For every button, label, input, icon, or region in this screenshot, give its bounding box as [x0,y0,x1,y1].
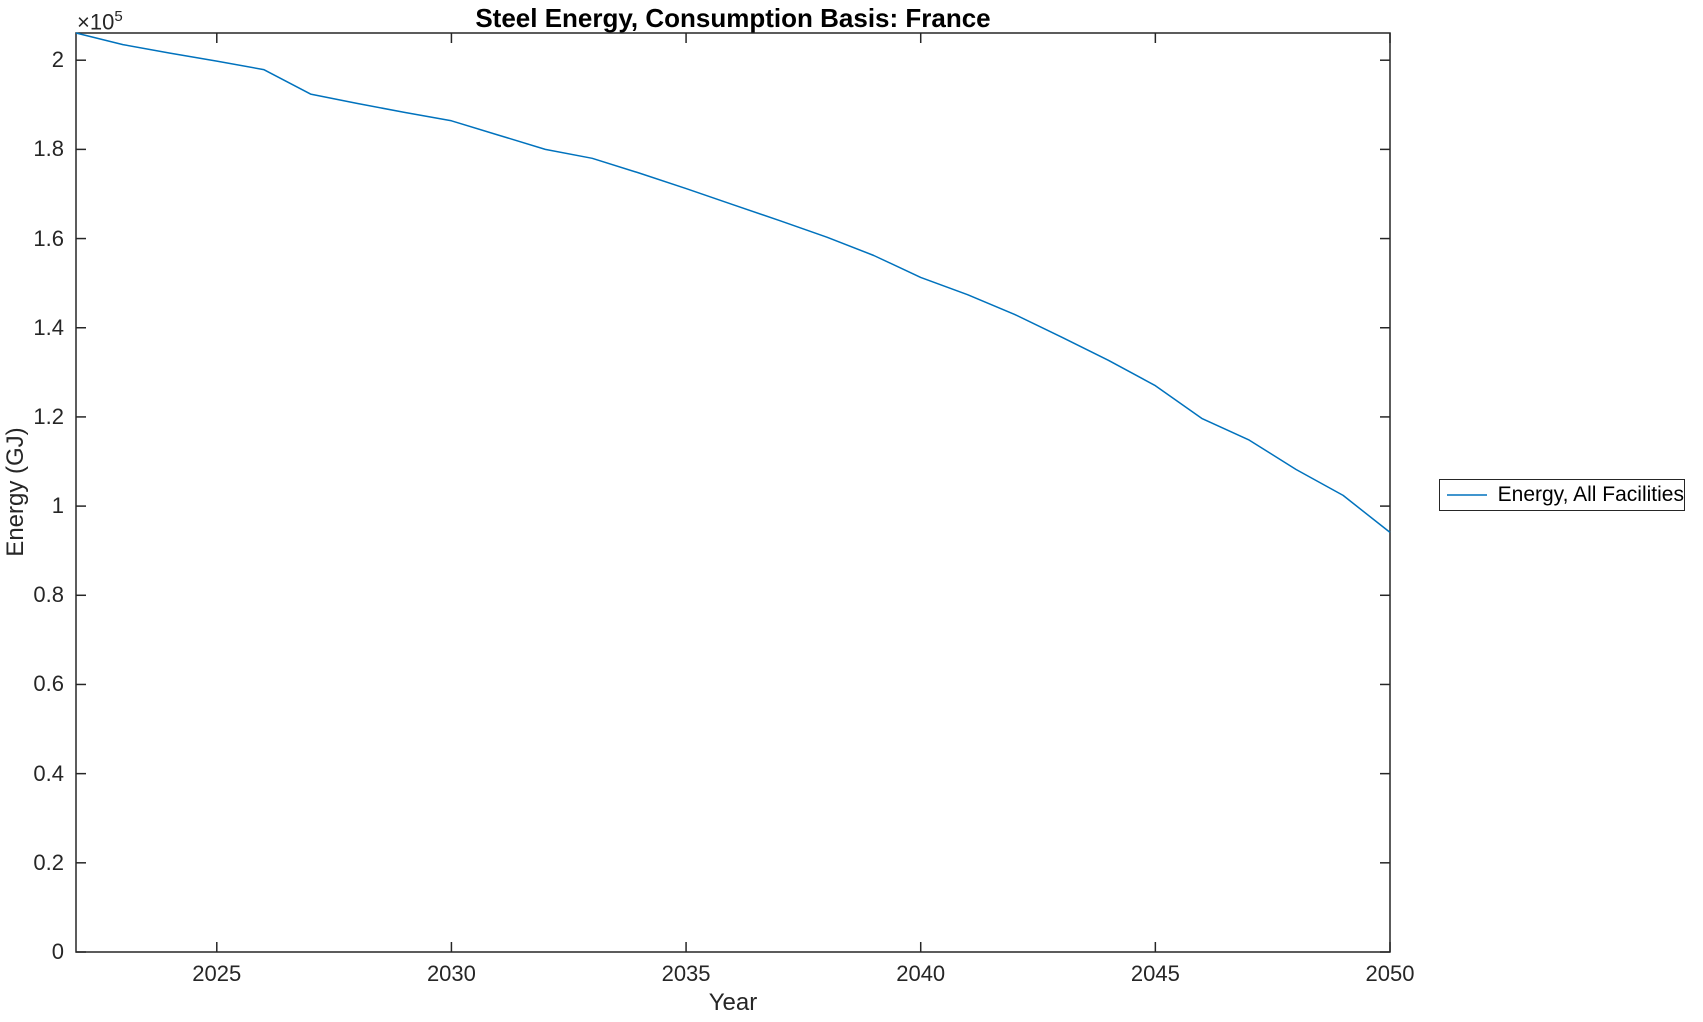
y-tick-label: 0.2 [33,849,64,875]
legend-entry-label: Energy, All Facilities [1497,483,1684,506]
x-tick-label: 2045 [1130,961,1180,986]
y-tick-label: 0.4 [33,760,64,786]
legend: Energy, All Facilities [1439,479,1685,511]
y-tick-label: 1.2 [33,403,64,429]
y-tick-label: 0 [51,939,64,964]
y-axis-exponent: ×105 [77,8,123,35]
legend-line-sample [1447,494,1487,496]
x-axis-label: Year [708,989,758,1016]
y-tick-label: 1.6 [33,225,64,251]
y-tick-label: 0.6 [33,671,64,697]
chart-title: Steel Energy, Consumption Basis: France [475,3,991,33]
y-tick-label: 1.8 [33,136,64,162]
x-tick-label: 2040 [896,961,946,986]
y-axis-exponent-base: ×10 [77,9,115,35]
axes-box [75,32,1391,953]
y-tick-label: 1 [51,493,64,519]
x-tick-label: 2050 [1365,961,1415,986]
y-tick-label: 0.8 [33,582,64,608]
y-tick-label: 1.4 [33,314,64,340]
x-tick-label: 2030 [426,961,476,986]
y-axis-exponent-power: 5 [114,8,123,25]
x-tick-label: 2035 [661,961,711,986]
energy-series-line [75,32,1391,533]
y-tick-label: 2 [51,47,64,73]
x-tick-label: 2025 [192,961,242,986]
